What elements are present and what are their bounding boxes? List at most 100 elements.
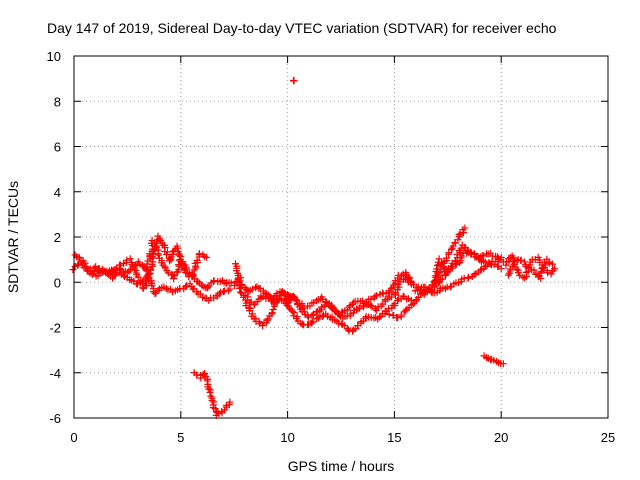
data-point-marker xyxy=(544,269,552,277)
data-point-marker xyxy=(433,265,441,273)
data-point-marker xyxy=(203,377,211,385)
data-point-marker xyxy=(183,269,191,277)
y-tick-label: 10 xyxy=(47,49,61,64)
data-point-marker xyxy=(447,245,455,253)
data-point-marker xyxy=(202,253,210,261)
data-point-marker xyxy=(356,304,364,312)
data-point-marker xyxy=(74,253,82,261)
data-point-marker xyxy=(404,295,412,303)
data-point-marker xyxy=(205,385,213,393)
data-point-marker xyxy=(123,256,131,264)
data-point-marker xyxy=(441,267,449,275)
data-point-marker xyxy=(467,248,475,256)
data-point-marker xyxy=(397,272,405,280)
x-tick-label: 5 xyxy=(177,430,184,445)
y-tick-label: 2 xyxy=(54,230,61,245)
data-point-marker xyxy=(144,271,152,279)
data-point-marker xyxy=(162,251,170,259)
data-point-marker xyxy=(182,283,190,291)
grid-lines xyxy=(74,56,608,418)
data-point-marker xyxy=(134,273,142,281)
y-tick-label: -4 xyxy=(49,366,61,381)
data-point-marker xyxy=(117,261,125,269)
data-point-marker xyxy=(395,283,403,291)
data-point-marker xyxy=(195,250,203,258)
data-point-marker xyxy=(263,316,271,324)
data-point-marker xyxy=(412,297,420,305)
data-point-marker xyxy=(208,397,216,405)
data-point-marker xyxy=(155,251,163,259)
data-point-marker xyxy=(164,269,172,277)
data-point-marker xyxy=(367,301,375,309)
data-point-marker xyxy=(156,235,164,243)
y-tick-label: 8 xyxy=(54,94,61,109)
data-point-marker xyxy=(430,289,438,297)
data-point-marker xyxy=(399,292,407,300)
data-point-marker xyxy=(308,312,316,320)
data-point-marker xyxy=(454,236,462,244)
data-point-marker xyxy=(388,293,396,301)
data-point-marker xyxy=(219,288,227,296)
x-tick-label: 25 xyxy=(601,430,615,445)
data-point-marker xyxy=(259,322,267,330)
data-point-marker xyxy=(211,405,219,413)
x-tick-label: 15 xyxy=(387,430,401,445)
data-point-marker xyxy=(456,230,464,238)
data-point-marker xyxy=(314,314,322,322)
data-point-marker xyxy=(125,267,133,275)
data-point-marker xyxy=(308,319,316,327)
data-point-marker xyxy=(200,371,208,379)
data-point-marker xyxy=(442,254,450,262)
data-point-marker xyxy=(385,310,393,318)
data-point-marker xyxy=(476,253,484,261)
data-point-marker xyxy=(394,297,402,305)
x-tick-label: 10 xyxy=(280,430,294,445)
data-point-marker xyxy=(83,264,91,272)
data-point-marker xyxy=(402,307,410,315)
data-point-marker xyxy=(376,313,384,321)
data-point-marker xyxy=(111,271,119,279)
data-point-marker xyxy=(235,274,243,282)
data-point-marker xyxy=(112,266,120,274)
data-point-marker xyxy=(481,262,489,270)
data-point-marker xyxy=(354,305,362,313)
data-point-marker xyxy=(90,268,98,276)
data-point-marker xyxy=(230,281,238,289)
data-point-marker xyxy=(131,265,139,273)
data-point-marker xyxy=(504,271,512,279)
data-point-marker xyxy=(206,388,214,396)
data-point-marker xyxy=(268,309,276,317)
data-point-marker xyxy=(394,314,402,322)
y-tick-label: -2 xyxy=(49,321,61,336)
data-point-marker xyxy=(162,285,170,293)
data-point-marker xyxy=(236,285,244,293)
x-tick-label: 20 xyxy=(494,430,508,445)
data-point-marker xyxy=(455,231,463,239)
data-point-marker xyxy=(464,273,472,281)
data-point-marker xyxy=(75,254,83,262)
data-point-marker xyxy=(452,257,460,265)
data-point-marker xyxy=(210,277,218,285)
data-point-marker xyxy=(269,306,277,314)
x-axis-label: GPS time / hours xyxy=(288,458,395,474)
data-point-marker xyxy=(499,360,507,368)
data-point-marker xyxy=(322,298,330,306)
data-point-marker xyxy=(150,247,158,255)
data-point-marker xyxy=(204,283,212,291)
data-point-marker xyxy=(170,272,178,280)
data-point-marker xyxy=(438,275,446,283)
y-tick-label: 4 xyxy=(54,185,61,200)
data-point-marker xyxy=(447,262,455,270)
x-tick-label: 0 xyxy=(70,430,77,445)
data-point-marker xyxy=(300,304,308,312)
data-point-marker xyxy=(198,281,206,289)
data-point-marker xyxy=(516,271,524,279)
data-point-marker xyxy=(433,261,441,269)
data-point-marker xyxy=(236,288,244,296)
data-point-marker xyxy=(309,317,317,325)
data-point-marker xyxy=(82,263,90,271)
data-point-marker xyxy=(194,278,202,286)
data-point-marker xyxy=(522,263,530,271)
data-point-marker xyxy=(372,292,380,300)
